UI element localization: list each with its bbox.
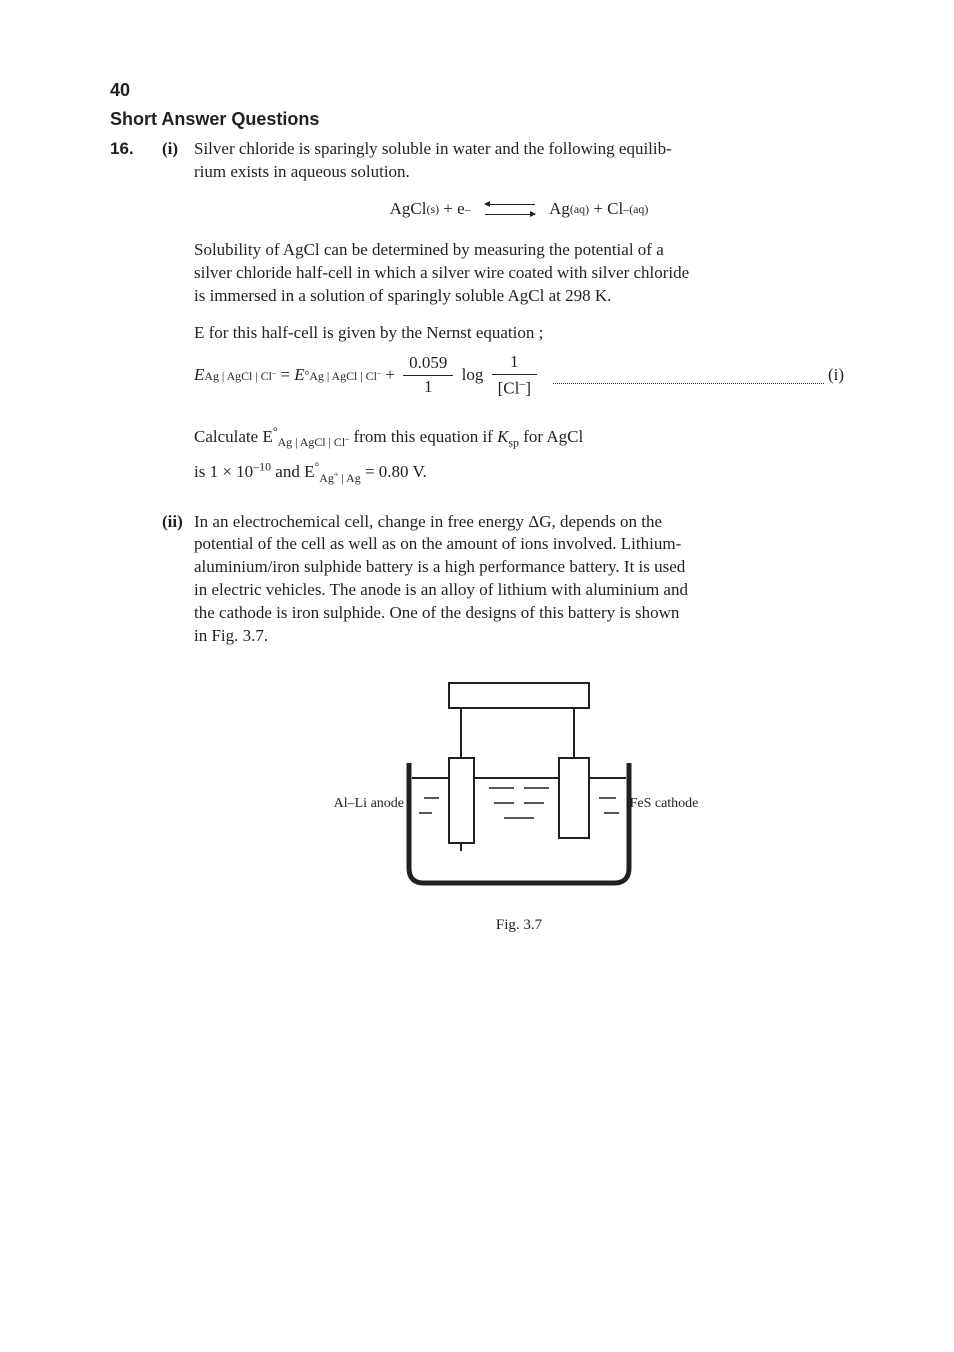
question-label-spacer bbox=[110, 511, 162, 936]
intro-line-a: Silver chloride is sparingly soluble in … bbox=[194, 139, 672, 158]
anode-label: Al–Li anode bbox=[314, 795, 404, 814]
nernst-eqno: (i) bbox=[828, 364, 844, 387]
subpart-i-label: (i) bbox=[162, 138, 194, 505]
nernst-frac1-num: 0.059 bbox=[403, 352, 453, 375]
nernst-log: log bbox=[462, 364, 484, 387]
eq-lhs-state: (s) bbox=[427, 201, 440, 217]
q16-calc-c: for AgCl bbox=[523, 427, 583, 446]
nernst-E0-sub: Ag | AgCl | Cl– bbox=[309, 367, 381, 384]
intro-line-b: rium exists in aqueous solution. bbox=[194, 162, 410, 181]
eq-lhs-salt: AgCl bbox=[390, 198, 427, 221]
nernst-E0: E bbox=[294, 364, 304, 387]
q16-main-para: Solubility of AgCl can be determined by … bbox=[194, 239, 844, 308]
eq-rhs-ion1: Ag bbox=[549, 198, 570, 221]
question-label: 16. bbox=[110, 138, 162, 505]
nernst-frac1: 0.059 1 bbox=[403, 352, 453, 399]
page-number: 40 bbox=[110, 80, 844, 101]
nernst-E-sub: Ag | AgCl | Cl– bbox=[204, 367, 276, 384]
q16-calc-a: Calculate E bbox=[194, 427, 273, 446]
cathode-label: FeS cathode bbox=[614, 795, 714, 814]
page: 40 Short Answer Questions 16. (i) Silver… bbox=[0, 0, 954, 1352]
eq-rhs-ion2: Cl bbox=[607, 198, 623, 221]
eq-rhs-ion2-state: (aq) bbox=[629, 201, 648, 217]
nernst-dotted-line bbox=[553, 366, 824, 384]
q16-ii-f: in Fig. 3.7. bbox=[194, 626, 268, 645]
q16-main-b: silver chloride half-cell in which a sil… bbox=[194, 263, 689, 282]
nernst-frac2: 1 [Cl–] bbox=[492, 351, 537, 401]
q16-nernst-intro: E for this half-cell is given by the Ner… bbox=[194, 322, 844, 345]
q16-ii-b: potential of the cell as well as on the … bbox=[194, 534, 681, 553]
q16-main-c: is immersed in a solution of sparingly s… bbox=[194, 286, 611, 305]
question-body: 16. (i) Silver chloride is sparingly sol… bbox=[110, 138, 844, 935]
equilibrium-equation: AgCl (s) + e– Ag (aq) + Cl – (aq) bbox=[194, 198, 844, 221]
battery-diagram-icon bbox=[354, 668, 684, 898]
nernst-equation: E Ag | AgCl | Cl– = E ° Ag | AgCl | Cl– … bbox=[194, 351, 844, 401]
q16-calc-f: = bbox=[365, 462, 379, 481]
question-16-ii: (ii) In an electrochemical cell, change … bbox=[110, 511, 844, 936]
q16-ii-e: the cathode is iron sulphide. One of the… bbox=[194, 603, 679, 622]
question-16-ii-content: In an electrochemical cell, change in fr… bbox=[194, 511, 844, 936]
Ksp: K bbox=[497, 427, 508, 446]
figure-caption: Fig. 3.7 bbox=[194, 915, 844, 935]
figure-3-7: Al–Li anode FeS cathode bbox=[194, 668, 844, 905]
q16-calc-g: 0.80 V. bbox=[379, 462, 427, 481]
nernst-frac1-den: 1 bbox=[403, 375, 453, 399]
q16-calc-line: Calculate E°Ag | AgCl | Cl– from this eq… bbox=[194, 420, 844, 490]
nernst-plus: + bbox=[385, 364, 395, 387]
intro-para: Silver chloride is sparingly soluble in … bbox=[194, 138, 844, 184]
nernst-E: E bbox=[194, 364, 204, 387]
question-16-i-content: Silver chloride is sparingly soluble in … bbox=[194, 138, 844, 505]
q16-calc-e: and E bbox=[275, 462, 314, 481]
question-16: 16. (i) Silver chloride is sparingly sol… bbox=[110, 138, 844, 505]
subpart-ii-label: (ii) bbox=[162, 511, 194, 936]
equilibrium-arrows-icon bbox=[485, 199, 535, 219]
eq-plus: + bbox=[443, 198, 453, 221]
q16-calc-d: is 1 × 10 bbox=[194, 462, 253, 481]
nernst-frac2-num: 1 bbox=[492, 351, 537, 374]
q16-ii-c: aluminium/iron sulphide battery is a hig… bbox=[194, 557, 685, 576]
q16-calc-b: from this equation if bbox=[354, 427, 498, 446]
section-title: Short Answer Questions bbox=[110, 109, 844, 130]
nernst-frac2-den: [Cl–] bbox=[492, 374, 537, 401]
q16-main-a: Solubility of AgCl can be determined by … bbox=[194, 240, 664, 259]
q16-ii-a: In an electrochemical cell, change in fr… bbox=[194, 512, 662, 531]
q16-ii-d: in electric vehicles. The anode is an al… bbox=[194, 580, 688, 599]
eq-rhs-ion1-state: (aq) bbox=[570, 201, 589, 217]
